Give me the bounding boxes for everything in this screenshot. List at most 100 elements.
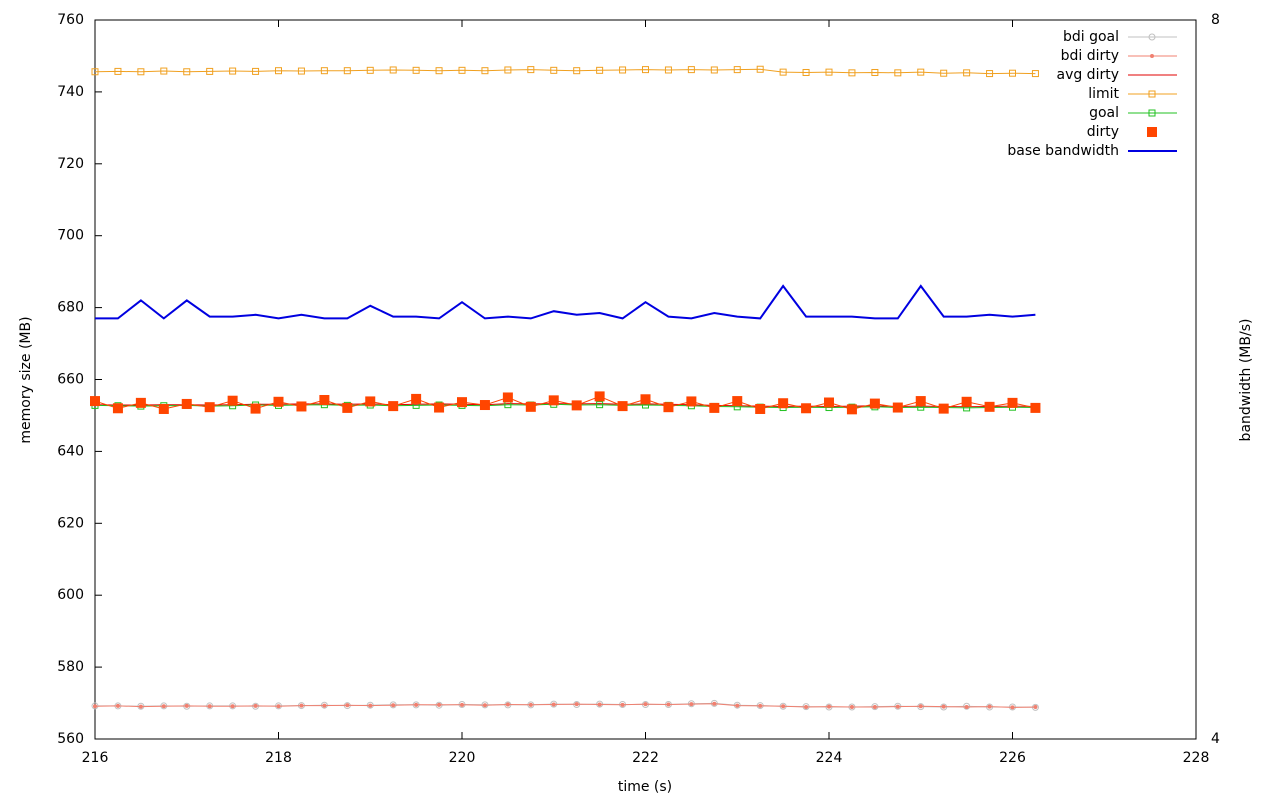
point xyxy=(712,701,717,706)
series-line xyxy=(94,68,1036,75)
point xyxy=(525,401,536,412)
point xyxy=(296,401,307,412)
y-tick-label: 660 xyxy=(57,372,84,388)
point xyxy=(389,66,397,74)
series xyxy=(93,701,1038,710)
point xyxy=(643,702,648,707)
y-tick-label: 760 xyxy=(57,12,84,28)
series xyxy=(91,65,1039,78)
legend-label: base bandwidth xyxy=(1007,143,1119,159)
point xyxy=(824,397,834,408)
point xyxy=(941,704,946,709)
point xyxy=(458,66,466,74)
point xyxy=(138,704,143,709)
point xyxy=(987,704,992,709)
point xyxy=(940,69,948,77)
point xyxy=(275,67,282,75)
point xyxy=(412,66,420,74)
point xyxy=(502,392,513,403)
point xyxy=(227,395,238,406)
point xyxy=(779,68,787,76)
point xyxy=(687,66,695,74)
point xyxy=(1007,397,1018,408)
point xyxy=(963,69,971,77)
y-tick-label: 580 xyxy=(57,659,84,675)
point xyxy=(550,66,558,74)
point xyxy=(273,396,284,407)
point xyxy=(895,704,900,709)
point xyxy=(551,702,556,707)
point xyxy=(479,400,490,411)
point xyxy=(253,703,258,708)
y-tick-label: 680 xyxy=(57,300,84,316)
point xyxy=(206,67,214,75)
point xyxy=(963,702,971,710)
point xyxy=(620,702,625,707)
point xyxy=(964,705,969,710)
point xyxy=(961,396,972,407)
point xyxy=(686,396,697,407)
point xyxy=(574,702,579,707)
point xyxy=(827,704,831,709)
y-tick-label: 560 xyxy=(57,731,84,747)
point xyxy=(735,703,740,708)
point xyxy=(527,66,535,74)
x-tick-label: 228 xyxy=(1183,750,1210,766)
point xyxy=(594,391,605,402)
point xyxy=(388,401,399,412)
point xyxy=(710,66,718,74)
point xyxy=(504,66,512,74)
legend-label: limit xyxy=(1088,86,1119,102)
point xyxy=(1150,54,1154,58)
y2-tick-label: 4 xyxy=(1211,731,1220,747)
point xyxy=(1033,705,1038,710)
y-tick-label: 600 xyxy=(57,587,84,603)
axes: 216 218 220 222 224 226 228 560 580 600 620 640 660 6… xyxy=(57,12,1220,766)
point xyxy=(573,67,581,75)
point xyxy=(801,403,812,414)
point xyxy=(666,702,671,707)
point xyxy=(366,66,374,74)
legend-label: dirty xyxy=(1087,124,1119,140)
point xyxy=(160,67,168,75)
y-tick-label: 720 xyxy=(57,156,84,172)
point xyxy=(1009,69,1016,77)
point xyxy=(892,402,903,413)
point xyxy=(229,67,237,75)
point xyxy=(871,68,879,76)
x-tick-label: 226 xyxy=(999,750,1026,766)
point xyxy=(596,401,604,409)
point xyxy=(299,703,304,708)
point xyxy=(755,403,766,414)
point xyxy=(435,67,443,75)
point xyxy=(414,702,419,707)
point xyxy=(571,400,582,411)
point xyxy=(319,394,330,405)
point xyxy=(1147,127,1157,137)
point xyxy=(846,404,857,415)
point xyxy=(297,67,305,75)
point xyxy=(343,67,351,75)
point xyxy=(93,704,97,709)
point xyxy=(1148,33,1156,41)
point xyxy=(345,703,350,708)
y2-tick-label: 8 xyxy=(1211,12,1220,28)
point xyxy=(984,401,995,412)
point xyxy=(802,68,810,76)
x-tick-label: 222 xyxy=(632,750,659,766)
point xyxy=(1030,402,1041,413)
point xyxy=(825,68,833,76)
series-line xyxy=(95,284,1036,320)
point xyxy=(434,402,445,413)
point xyxy=(1031,70,1039,78)
point xyxy=(137,68,145,76)
series-line xyxy=(94,703,1036,708)
x-tick-label: 218 xyxy=(265,750,292,766)
point xyxy=(184,703,189,708)
point xyxy=(1148,109,1156,117)
point xyxy=(869,398,880,409)
point xyxy=(619,66,627,74)
y2-axis-label: bandwidth (MB/s) xyxy=(1238,319,1254,442)
y-axis-label: memory size (MB) xyxy=(18,316,34,443)
point xyxy=(642,66,649,74)
